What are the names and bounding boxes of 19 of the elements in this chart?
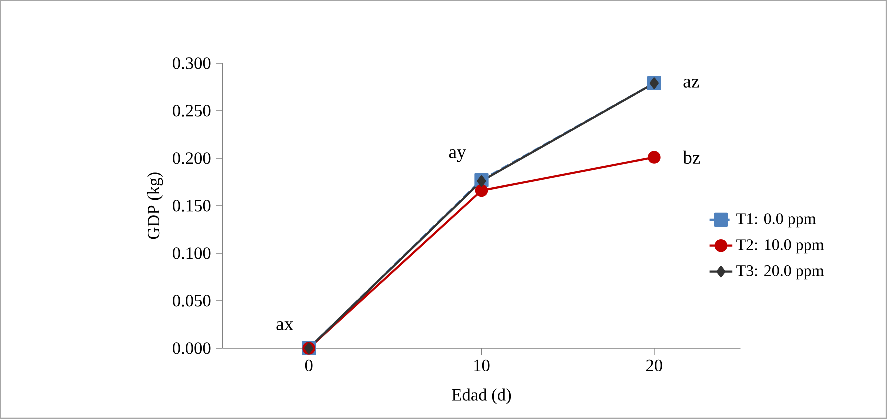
y-tick-label: 0.300 — [173, 58, 211, 70]
annotation: ax — [276, 321, 294, 330]
annotation: ay — [449, 149, 466, 162]
y-tick-label: 0.100 — [173, 248, 211, 260]
legend-label: T2: 10.0 ppm — [736, 240, 824, 254]
y-tick-label: 0.000 — [173, 342, 211, 354]
annotation: bz — [683, 150, 700, 164]
x-axis-title: Edad (d) — [452, 388, 512, 404]
x-tick-label: 20 — [646, 360, 662, 372]
y-tick-label: 0.150 — [173, 200, 211, 212]
x-tick-label: 0 — [305, 360, 313, 372]
y-axis-title: GDP (kg) — [147, 172, 164, 240]
legend-label: T3: 20.0 ppm — [736, 266, 824, 280]
y-tick-label: 0.250 — [173, 105, 211, 117]
legend-label: T1: 0.0 ppm — [736, 214, 816, 228]
y-tick-label: 0.050 — [173, 295, 211, 307]
y-tick-label: 0.200 — [173, 152, 211, 164]
annotation: az — [684, 78, 700, 88]
x-tick-label: 10 — [474, 360, 490, 372]
